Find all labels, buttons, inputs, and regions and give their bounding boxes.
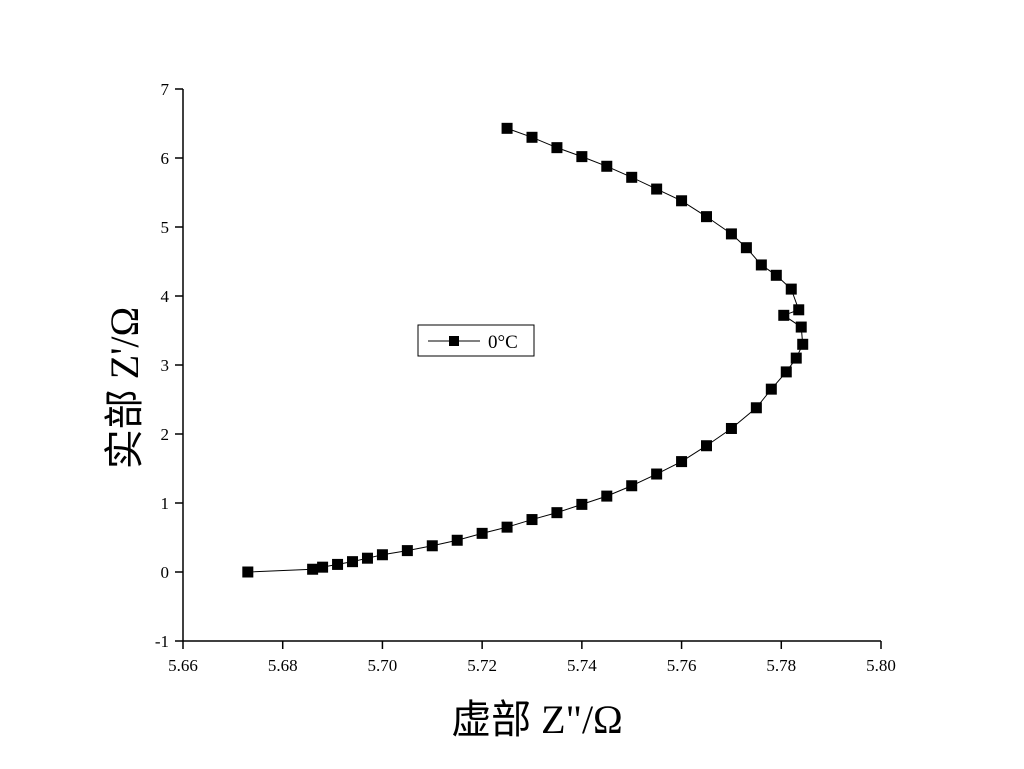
x-tick-label: 5.70 — [368, 656, 398, 675]
data-point — [780, 366, 792, 378]
data-point — [785, 283, 797, 295]
data-point — [651, 183, 663, 195]
data-point — [526, 514, 538, 526]
y-tick-label: 3 — [161, 356, 170, 375]
data-point — [651, 468, 663, 480]
legend-label: 0°C — [488, 332, 518, 353]
data-point — [676, 195, 688, 207]
data-point — [576, 498, 588, 510]
x-tick-label: 5.72 — [467, 656, 497, 675]
x-tick-label: 5.68 — [268, 656, 298, 675]
legend-marker — [449, 336, 459, 346]
data-point — [701, 440, 712, 452]
y-tick-label: 0 — [161, 563, 170, 582]
data-point — [725, 228, 737, 240]
data-point — [770, 269, 782, 281]
x-tick-label: 5.78 — [766, 656, 796, 675]
data-point — [242, 566, 254, 578]
y-tick-label: 4 — [161, 287, 170, 306]
data-point — [626, 480, 638, 492]
y-tick-label: 1 — [161, 494, 170, 513]
data-point — [501, 521, 513, 533]
x-axis-title: 虚部 Z"/Ω — [451, 697, 623, 742]
x-tick-label: 5.80 — [866, 656, 896, 675]
data-point — [476, 527, 488, 539]
y-tick-label: 5 — [161, 218, 170, 237]
data-point — [401, 545, 413, 557]
data-point — [361, 552, 373, 564]
x-tick-label: 5.76 — [667, 656, 697, 675]
y-tick-label: 7 — [161, 80, 170, 99]
data-point — [626, 171, 638, 183]
data-point — [451, 534, 463, 546]
data-point — [501, 122, 513, 134]
data-point — [795, 321, 807, 333]
data-point — [551, 142, 563, 154]
y-tick-label: 6 — [161, 149, 170, 168]
x-tick-label: 5.66 — [168, 656, 198, 675]
data-point — [740, 242, 752, 254]
data-point — [778, 309, 790, 321]
data-point — [551, 507, 563, 519]
data-point — [307, 563, 319, 575]
data-point — [601, 490, 613, 502]
data-point — [317, 561, 329, 573]
data-point — [725, 422, 737, 434]
x-tick-label: 5.74 — [567, 656, 597, 675]
data-point — [793, 304, 805, 316]
data-point — [526, 131, 538, 143]
data-point — [765, 383, 777, 395]
data-point — [676, 456, 688, 468]
data-point — [701, 211, 712, 223]
data-point — [576, 151, 588, 163]
data-point — [797, 338, 809, 350]
data-point — [790, 352, 802, 364]
data-point — [601, 160, 613, 172]
data-point — [332, 558, 344, 570]
data-point — [750, 402, 762, 414]
data-point — [426, 540, 438, 552]
y-tick-label: -1 — [155, 632, 169, 651]
data-point — [755, 259, 767, 271]
y-axis-title: 实部 Z'/Ω — [102, 307, 147, 469]
data-point — [347, 556, 359, 568]
y-tick-label: 2 — [161, 425, 170, 444]
data-point — [376, 549, 388, 561]
